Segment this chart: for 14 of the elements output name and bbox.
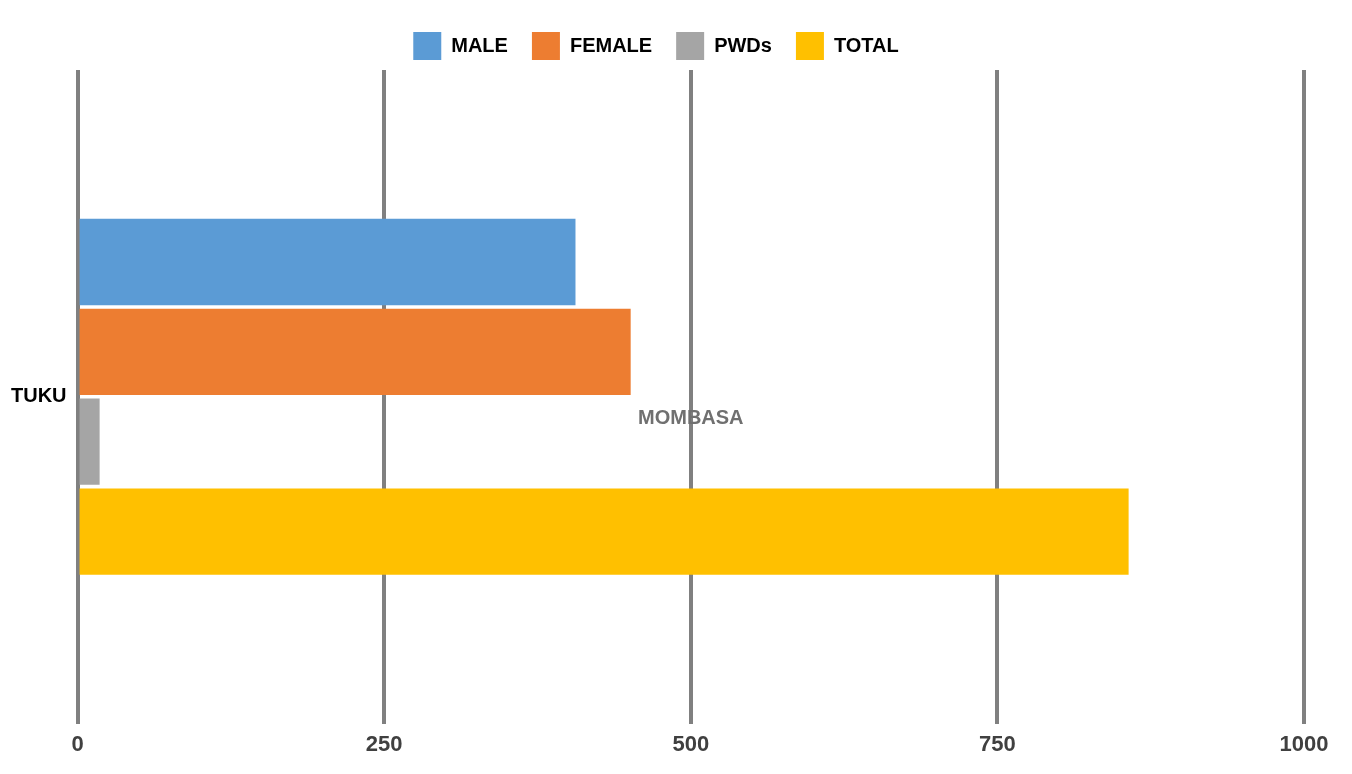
x-tick-label: 1000	[1279, 730, 1329, 756]
bar	[79, 488, 1129, 575]
bar	[79, 218, 576, 306]
x-tick-label: 750	[979, 730, 1016, 756]
x-tick-label: 250	[365, 730, 403, 756]
legend-label: FEMALE	[569, 33, 653, 56]
legend-label: TOTAL	[833, 33, 899, 56]
legend-label: PWDs	[714, 33, 772, 56]
bar	[79, 308, 631, 395]
y-tick-label: TUKU	[11, 384, 67, 407]
x-tick-label: 500	[672, 730, 710, 756]
legend-label: MALE	[451, 33, 508, 56]
bar	[79, 398, 100, 485]
x-tick-label: 0	[71, 730, 84, 756]
